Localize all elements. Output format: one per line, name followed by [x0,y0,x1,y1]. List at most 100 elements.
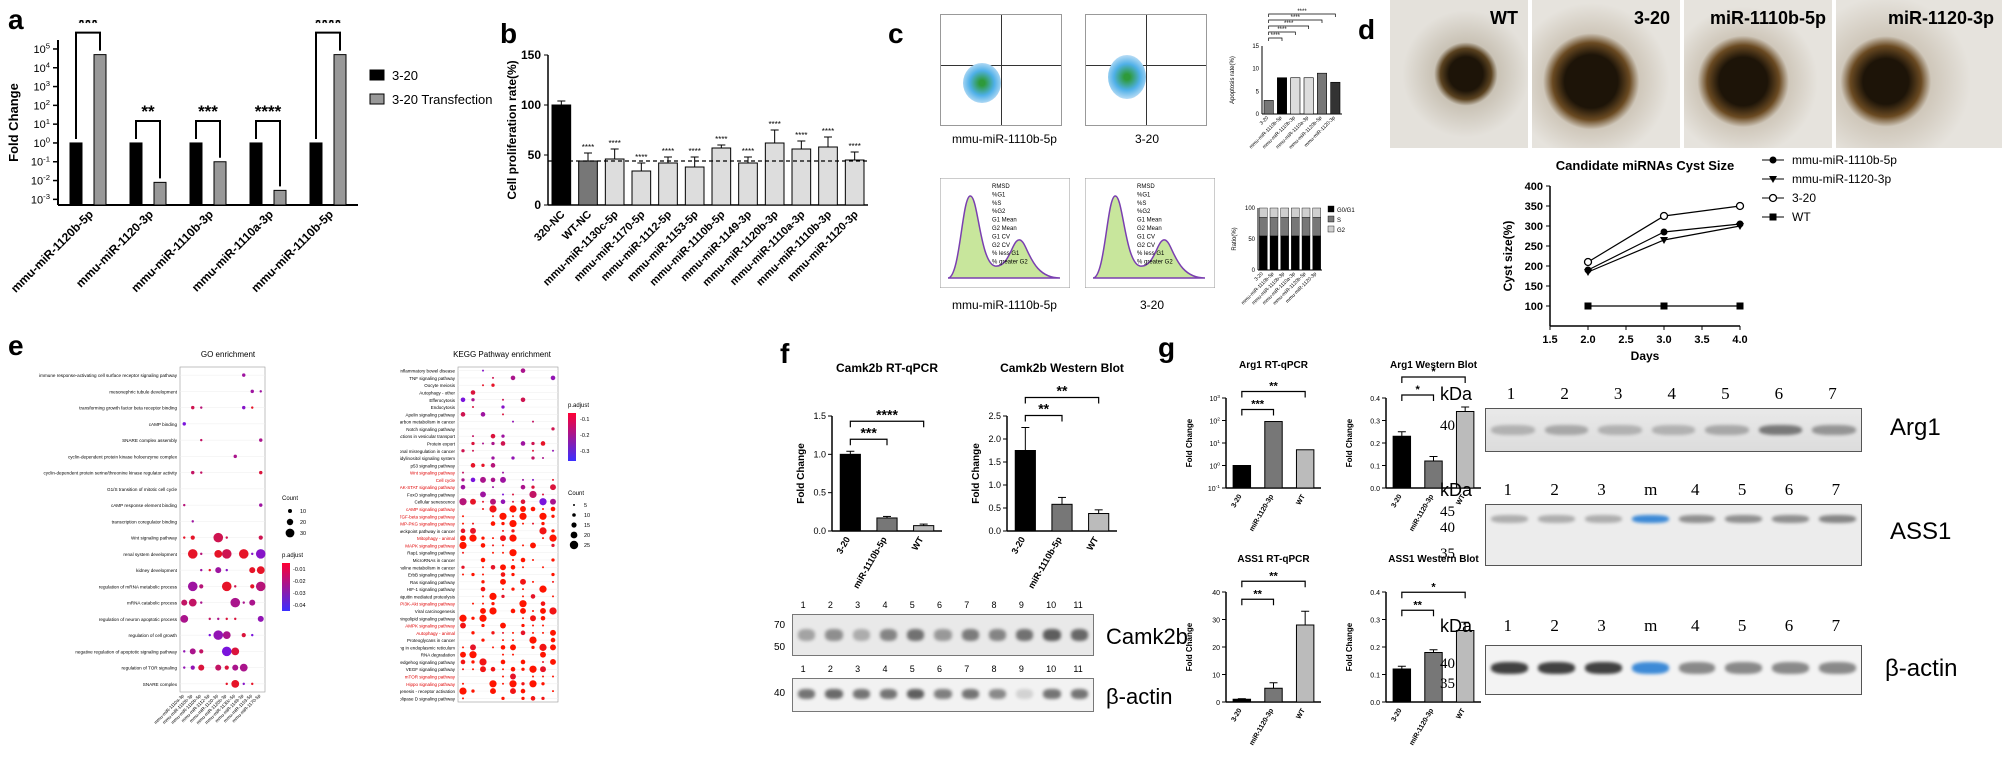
enrichment-dot [472,449,474,452]
histogram-stat: % less G1 [1137,251,1165,257]
enrichment-dot [191,405,195,410]
blot-band [1491,662,1528,674]
enrichment-dot [180,614,189,623]
bar [249,142,263,206]
histogram-stat: %G2 [1137,209,1151,215]
enrichment-dot [492,515,494,518]
enrichment-dot [512,515,514,518]
enrichment-dot [532,449,534,452]
actin-blot-f [792,678,1094,712]
bar [604,158,625,206]
legend-title: Count [282,496,298,502]
lane-label: 4 [882,664,888,674]
enrichment-dot [190,665,195,670]
organoid-photo-mir-1120-3p: miR-1120-3p [1836,0,2002,148]
histogram-stat: % less G1 [992,251,1020,257]
legend-swatch [1327,225,1335,233]
enrichment-dot [502,544,504,547]
enrichment-dot [510,673,516,680]
term-label: mesonephric tubule development [109,389,177,394]
enrichment-dot [541,521,545,526]
y-axis-label: Ratio(%) [1232,227,1238,250]
y-tick-label: 10 [1212,673,1220,680]
legend-title: p.adjust [568,403,589,409]
panel-letter-d: d [1358,14,1376,45]
enrichment-dot [191,520,194,523]
chart-title: Candidate miRNAs Cyst Size [1556,158,1734,173]
chart-e-kegg: KEGG Pathway enrichment Inflammatory bowe… [400,350,590,703]
enrichment-dot [460,528,466,534]
bar [1232,465,1252,489]
blot-band [798,689,816,699]
enrichment-dot [539,512,547,520]
chart-d: Candidate miRNAs Cyst Size 100 150 200 250 30… [1501,153,1897,363]
enrichment-dot [502,551,504,554]
enrichment-dot [241,633,246,638]
term-label: SNARE complex [143,682,178,687]
enrichment-dot [200,471,203,474]
significance-stars: **** [662,147,674,156]
term-label: Hedgehog signaling pathway [400,660,456,665]
y-tick-label: 40 [1212,590,1220,597]
ass1-lane-row: 1 2 3 m 4 5 6 7 [1485,480,1860,500]
enrichment-dot [181,599,188,606]
blot-band [1537,515,1575,523]
stacked-bar-segment [1301,217,1311,237]
enrichment-dot [480,543,486,548]
x-tick-label: 3-20 [1390,707,1403,723]
enrichment-dot [482,442,484,445]
enrichment-dot [470,390,476,395]
significance-stars: **** [1297,9,1307,15]
bar [791,148,812,206]
lane-label: 9 [1018,600,1024,610]
enrichment-dot [470,477,476,483]
x-tick-label: miR-1120-3p [1409,708,1436,747]
plot-frame [179,366,266,693]
histogram-stat: G1 CV [992,234,1010,240]
y-tick-label: 0 [1252,268,1256,274]
enrichment-dot [480,412,486,417]
histogram-stat: %G1 [1137,192,1151,198]
significance-stars: * [1431,581,1436,593]
blot-band [825,629,843,641]
stacked-bar-segment [1312,217,1321,237]
y-tick-label: 0.3 [1370,618,1380,625]
term-label: kidney development [136,568,178,573]
enrichment-dot [510,608,516,614]
lane-label: 4 [1690,480,1700,499]
enrichment-dot [471,631,475,635]
enrichment-dot [471,660,475,664]
enrichment-dot [550,658,556,665]
significance-stars: **** [688,147,700,156]
significance-bracket [1268,13,1336,17]
blot-band [852,629,870,641]
enrichment-dot [250,584,255,589]
legend-label: 25 [584,543,590,549]
x-tick-label: 3-20 [834,535,852,556]
enrichment-dot [549,534,557,542]
enrichment-dot [550,484,556,491]
marker [1660,237,1668,244]
x-tick-label: 3-20 [1230,707,1243,723]
significance-stars: *** [1251,399,1265,411]
enrichment-dot [540,615,546,621]
y-tick-label: 2.5 [988,411,1001,421]
significance-stars: **** [315,20,342,33]
lane-label: 11 [1073,664,1083,674]
lane-label: 5 [1737,616,1747,635]
y-axis-label: Fold Change [796,443,807,504]
y-tick-label: 1.5 [813,411,826,421]
bar [1264,421,1283,489]
y-tick-label: 0.0 [1370,700,1380,707]
enrichment-dot [502,529,504,532]
enrichment-dot [550,637,556,643]
enrichment-dot [459,498,467,506]
enrichment-dot [540,601,546,606]
y-tick-label: 1.5 [988,457,1001,467]
legend-dot [571,522,577,528]
enrichment-dot [500,572,506,577]
photo-label-mir-1110b-5p: miR-1110b-5p [1709,8,1826,28]
enrichment-dot [221,549,232,559]
y-tick-label: 103 [33,79,50,93]
